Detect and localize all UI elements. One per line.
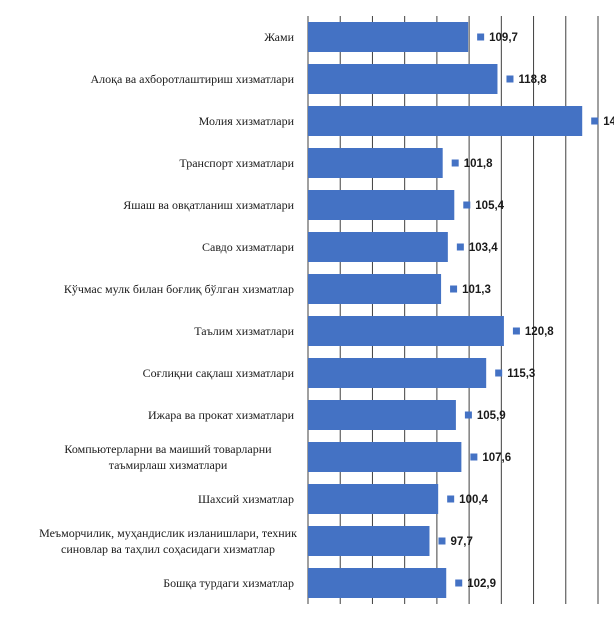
category-label-9: Ижара ва прокат хизматлари xyxy=(148,408,295,422)
category-label-0: Жами xyxy=(264,30,294,44)
marker-13 xyxy=(455,579,463,587)
value-label-9: 105,9 xyxy=(477,410,506,422)
bar-10 xyxy=(308,442,462,472)
marker-12 xyxy=(438,537,446,545)
value-label-2: 145,1 xyxy=(603,116,614,128)
value-label-4: 105,4 xyxy=(475,200,504,212)
marker-0 xyxy=(477,33,485,41)
category-label-4: Яшаш ва овқатланиш хизматлари xyxy=(123,198,294,212)
marker-8 xyxy=(495,369,503,377)
category-label-10: Компьютерларни ва маиший товарларни таъми… xyxy=(64,442,272,472)
value-label-1: 118,8 xyxy=(518,74,547,86)
marker-2 xyxy=(591,117,599,125)
value-label-6: 101,3 xyxy=(462,284,491,296)
bar-6 xyxy=(308,274,442,304)
bar-12 xyxy=(308,526,430,556)
bar-layer xyxy=(308,22,599,598)
value-label-8: 115,3 xyxy=(507,368,535,380)
marker-6 xyxy=(450,285,458,293)
marker-4 xyxy=(463,201,471,209)
bar-5 xyxy=(308,232,448,262)
category-label-11: Шахсий хизматлар xyxy=(198,492,294,506)
marker-5 xyxy=(456,243,464,251)
bar-1 xyxy=(308,64,498,94)
bar-2 xyxy=(308,106,583,136)
bar-11 xyxy=(308,484,439,514)
marker-3 xyxy=(451,159,459,167)
bar-13 xyxy=(308,568,447,598)
value-label-11: 100,4 xyxy=(459,494,488,506)
category-label-2: Молия хизматлари xyxy=(199,114,295,128)
category-label-13: Бошқа турдаги хизматлар xyxy=(163,576,294,590)
value-label-5: 103,4 xyxy=(469,242,498,254)
value-label-12: 97,7 xyxy=(450,536,472,548)
bar-7 xyxy=(308,316,504,346)
grid-layer xyxy=(307,16,599,604)
category-label-5: Савдо хизматлари xyxy=(202,240,295,254)
bar-4 xyxy=(308,190,455,220)
value-label-0: 109,7 xyxy=(489,32,518,44)
label-layer: 109,7 Жами 118,8 Алоқа ва ахборотлаштириш х… xyxy=(39,30,614,590)
category-label-6: Кўчмас мулк билан боғлиқ бўлган хизматла… xyxy=(64,282,294,296)
value-label-7: 120,8 xyxy=(525,326,554,338)
bar-8 xyxy=(308,358,487,388)
category-label-3: Транспорт хизматлари xyxy=(179,156,294,170)
marker-11 xyxy=(447,495,455,503)
bar-9 xyxy=(308,400,456,430)
value-label-3: 101,8 xyxy=(464,158,493,170)
category-label-1: Алоқа ва ахборотлаштириш хизматлари xyxy=(91,72,295,86)
bar-0 xyxy=(308,22,469,52)
category-label-8: Соғлиқни сақлаш хизматлари xyxy=(143,366,295,380)
marker-9 xyxy=(464,411,472,419)
category-label-12: Меъморчилик, муҳандислик изланишлари, те… xyxy=(39,526,297,556)
category-label-7: Таълим хизматлари xyxy=(194,324,294,338)
value-label-10: 107,6 xyxy=(482,452,511,464)
marker-1 xyxy=(506,75,514,83)
bar-3 xyxy=(308,148,443,178)
marker-7 xyxy=(512,327,520,335)
marker-10 xyxy=(470,453,478,461)
value-label-13: 102,9 xyxy=(467,578,496,590)
